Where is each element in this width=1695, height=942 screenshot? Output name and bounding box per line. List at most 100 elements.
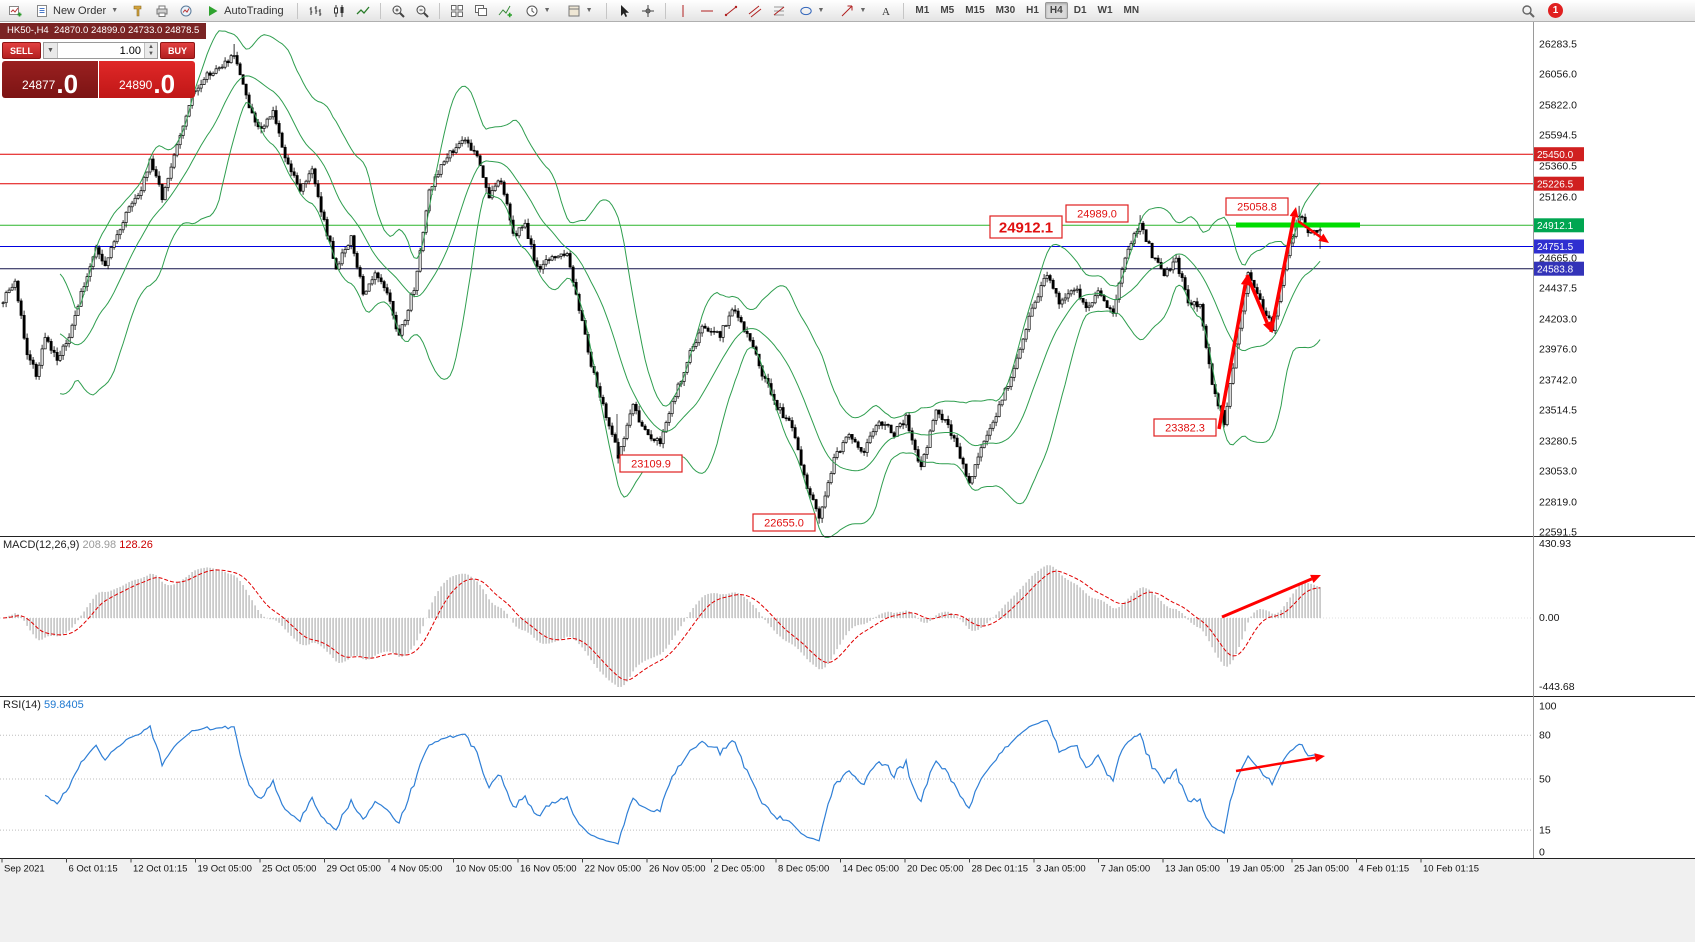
svg-text:-443.68: -443.68 [1539,681,1575,693]
equidistant-channel-icon[interactable] [744,2,766,20]
timeframe-m15[interactable]: M15 [960,2,989,19]
svg-text:24203.0: 24203.0 [1539,314,1577,326]
timeframe-m30[interactable]: M30 [991,2,1020,19]
chevron-down-icon: ▼ [543,7,551,14]
svg-text:25226.5: 25226.5 [1537,179,1574,190]
rsi-panel: 100 80 50 15 0 [0,701,1557,859]
chart-ohlc: 24870.0 24899.0 24733.0 24878.5 [54,25,200,36]
svg-text:25 Oct 05:00: 25 Oct 05:00 [262,864,316,875]
price-badge [1534,239,1584,254]
sell-mini-button[interactable]: SELL [2,42,42,59]
price-scale[interactable]: 26283.5 26056.0 25822.0 25594.5 25360.5 25126… [1534,39,1584,539]
svg-text:19 Jan 05:00: 19 Jan 05:00 [1230,864,1285,875]
new-chart-icon[interactable] [4,2,26,20]
toolbar-separator [605,2,607,19]
shapes-icon[interactable]: ▼ [792,2,832,20]
price-badge [1534,147,1584,162]
price-badge [1534,261,1584,276]
svg-text:23382.3: 23382.3 [1165,423,1205,435]
price-badge [1534,176,1584,191]
periods-icon[interactable]: ▼ [518,2,558,20]
chart-symbol-period: HK50-,H4 [7,25,49,36]
autotrading-button[interactable]: AutoTrading [199,2,291,20]
trend-arrow [1217,284,1247,430]
spinner-up-icon[interactable]: ▲ [148,43,154,50]
svg-text:29 Oct 05:00: 29 Oct 05:00 [327,864,381,875]
svg-text:13 Jan 05:00: 13 Jan 05:00 [1165,864,1220,875]
svg-text:25360.5: 25360.5 [1539,161,1577,173]
zoom-in-icon[interactable] [387,2,409,20]
rsi-label: RSI(14) 59.8405 [3,699,84,711]
svg-text:23976.0: 23976.0 [1539,344,1577,356]
svg-text:24912.1: 24912.1 [999,219,1053,236]
price-callout [1065,204,1129,223]
fibonacci-icon[interactable] [768,2,790,20]
autotrading-label: AutoTrading [224,4,284,17]
svg-text:28 Dec 01:15: 28 Dec 01:15 [972,864,1029,875]
timeframe-h1[interactable]: H1 [1021,2,1044,19]
timeframe-m5[interactable]: M5 [935,2,959,19]
tile-windows-icon[interactable] [446,2,468,20]
one-click-trading-panel: SELL ▼ ▲▼ BUY 24877.0 24890.0 [2,42,195,98]
buy-mini-button[interactable]: BUY [159,42,195,59]
text-icon[interactable]: A [875,2,897,20]
add-indicator-icon[interactable] [494,2,516,20]
cascade-windows-icon[interactable] [470,2,492,20]
bar-chart-icon[interactable] [304,2,326,20]
price-badge [1534,218,1584,233]
zoom-out-icon[interactable] [411,2,433,20]
print-icon[interactable] [151,2,173,20]
lot-preset-dropdown[interactable]: ▼ [44,43,59,58]
time-scale-labels: Sep 2021 6 Oct 01:15 12 Oct 01:15 19 Oct 05… [1,858,1479,875]
arrows-icon[interactable]: ▼ [833,2,873,20]
trend-arrow [1297,219,1322,239]
svg-text:24912.1: 24912.1 [1537,221,1574,232]
buy-price-fraction: .0 [153,69,176,99]
vertical-line-icon[interactable] [672,2,694,20]
svg-text:2 Dec 05:00: 2 Dec 05:00 [714,864,765,875]
timeframe-d1[interactable]: D1 [1069,2,1092,19]
spinner-down-icon[interactable]: ▼ [148,50,154,57]
trendline-icon[interactable] [720,2,742,20]
chevron-down-icon: ▼ [859,7,867,14]
time-scale-area[interactable] [0,858,1695,942]
notification-badge[interactable]: 1 [1548,3,1563,18]
svg-text:23109.9: 23109.9 [631,459,671,471]
svg-text:0.00: 0.00 [1539,612,1560,624]
buy-button[interactable]: 24890.0 [99,61,195,98]
timeframe-m1[interactable]: M1 [910,2,934,19]
search-icon[interactable] [1517,2,1539,20]
expert-advisors-icon[interactable] [127,2,149,20]
chart-preview-icon[interactable] [175,2,197,20]
svg-text:4 Feb 01:15: 4 Feb 01:15 [1359,864,1410,875]
chevron-down-icon: ▼ [111,7,119,14]
horizontal-line-icon[interactable] [696,2,718,20]
buy-price: 24890 [118,78,153,92]
svg-text:25594.5: 25594.5 [1539,130,1577,142]
timeframe-w1[interactable]: W1 [1093,2,1118,19]
timeframe-mn[interactable]: MN [1119,2,1145,19]
annotations: 24912.1 24989.0 25058.8 23382.3 23109.9 22655… [616,197,1360,773]
volume-stepper[interactable]: ▼ ▲▼ [43,42,158,59]
horizontal-level-lines [0,153,1533,270]
line-chart-icon[interactable] [352,2,374,20]
svg-text:A: A [882,6,890,18]
volume-spinner[interactable]: ▲ ▼ [143,43,157,58]
toolbar: New Order ▼ AutoTrading ▼ ▼ ▼ ▼ A M1 M5 M… [0,0,1695,22]
svg-text:50: 50 [1539,774,1551,786]
macd-main-value: 208.98 [82,539,117,551]
timeframe-h4[interactable]: H4 [1044,2,1068,19]
svg-text:20 Dec 05:00: 20 Dec 05:00 [907,864,964,875]
toolbar-right-tools: 1 [1517,2,1563,20]
cursor-icon[interactable] [613,2,635,20]
templates-icon[interactable]: ▼ [560,2,600,20]
crosshair-icon[interactable] [637,2,659,20]
toolbar-separator [379,2,381,19]
svg-text:100: 100 [1539,701,1557,713]
sell-button[interactable]: 24877.0 [2,61,98,98]
svg-text:26283.5: 26283.5 [1539,39,1577,51]
new-order-button[interactable]: New Order ▼ [28,2,125,20]
volume-input[interactable] [58,43,144,58]
svg-text:22591.5: 22591.5 [1539,527,1577,539]
candlestick-chart-icon[interactable] [328,2,350,20]
